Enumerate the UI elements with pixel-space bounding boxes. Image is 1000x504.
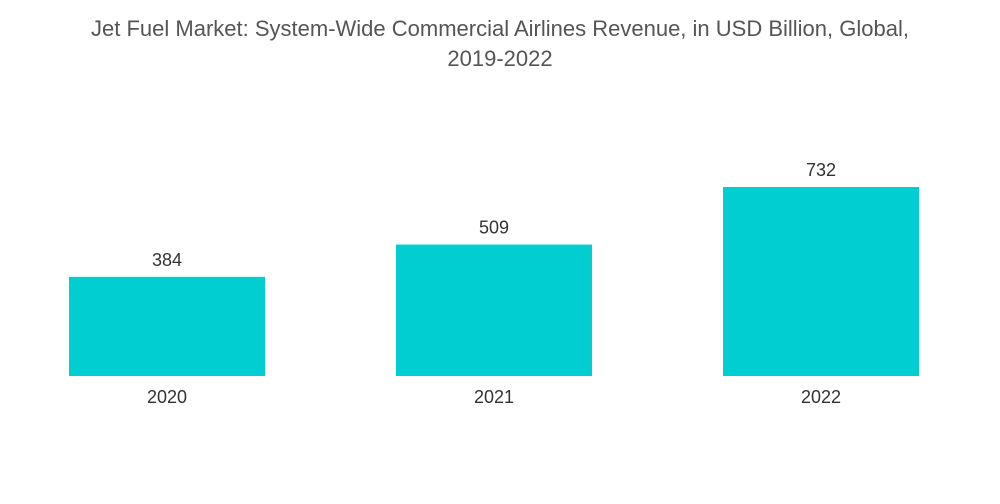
- value-label-2020: 384: [152, 250, 182, 270]
- value-label-2021: 509: [479, 218, 509, 238]
- chart-title: Jet Fuel Market: System-Wide Commercial …: [0, 14, 1000, 74]
- bar-2020: [69, 276, 265, 376]
- value-label-2022: 732: [806, 160, 836, 180]
- bars-layer: [69, 187, 919, 376]
- bar-2022: [723, 187, 919, 376]
- labels-layer: 384 2020 509 2021 732 2022: [147, 160, 841, 407]
- x-tick-label-2022: 2022: [801, 387, 841, 407]
- chart-title-line: Jet Fuel Market: System-Wide Commercial …: [91, 16, 909, 41]
- x-tick-label-2020: 2020: [147, 387, 187, 407]
- bar-2021: [396, 244, 592, 376]
- chart-subtitle: 2019-2022: [447, 46, 553, 71]
- x-tick-label-2021: 2021: [474, 387, 514, 407]
